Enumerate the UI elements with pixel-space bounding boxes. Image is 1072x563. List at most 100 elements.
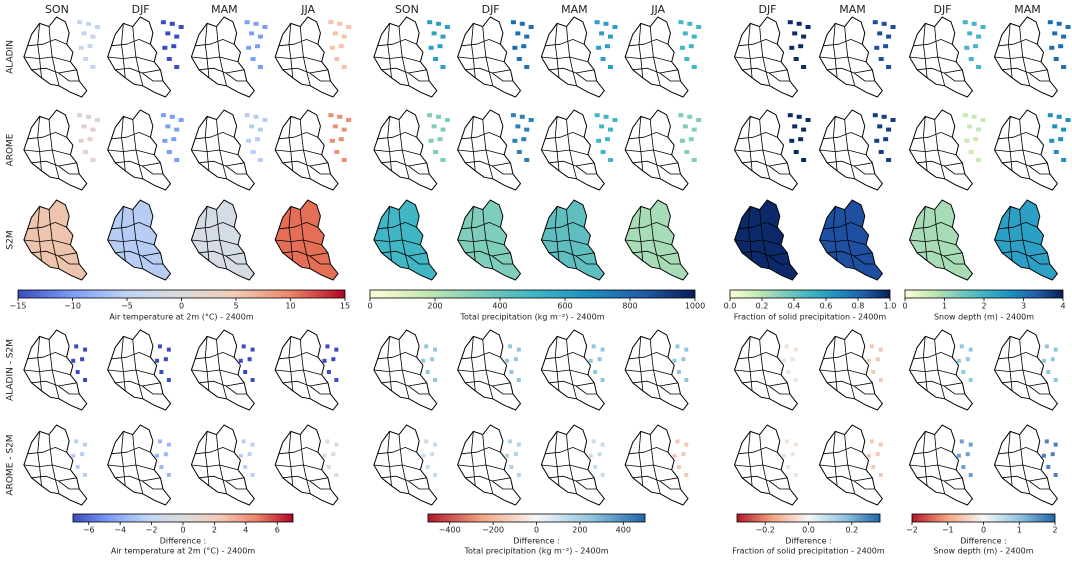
row-label: AROME <box>6 133 16 166</box>
grid-cell <box>801 35 806 39</box>
grid-cell <box>86 115 91 119</box>
tick-label: 1.0 <box>884 302 897 311</box>
map-outline <box>541 110 604 190</box>
grid-cell <box>88 137 93 141</box>
grid-cell <box>245 20 250 24</box>
grid-cell <box>683 124 688 128</box>
grid-cell <box>245 113 250 117</box>
grid-cell <box>524 35 529 39</box>
grid-cell <box>1046 465 1050 469</box>
grid-cell <box>342 128 347 132</box>
grid-cell <box>80 452 84 456</box>
grid-cell <box>1045 344 1049 348</box>
grid-cell <box>797 115 802 119</box>
map-outline <box>735 17 798 97</box>
grid-cell <box>325 344 329 348</box>
grid-cell <box>1061 35 1066 39</box>
map-outline <box>374 17 437 97</box>
grid-cell <box>873 20 878 24</box>
grid-cell <box>806 25 811 29</box>
map <box>108 110 184 190</box>
grid-cell <box>684 443 688 447</box>
grid-cell <box>433 150 438 154</box>
map-outline <box>995 17 1058 97</box>
tick-label: 0.2 <box>756 302 769 311</box>
grid-cell <box>167 473 171 477</box>
grid-cell <box>1049 139 1054 143</box>
grid-cell <box>883 137 888 141</box>
grid-cell <box>334 150 339 154</box>
grid-cell <box>515 124 520 128</box>
column-header: MAM <box>211 3 238 16</box>
grid-cell <box>429 46 434 50</box>
grid-cell <box>798 44 803 48</box>
map <box>24 17 100 97</box>
grid-cell <box>882 115 887 119</box>
grid-cell <box>680 46 685 50</box>
grid-cell <box>95 118 100 122</box>
map-outline <box>191 17 254 97</box>
map <box>374 330 437 410</box>
grid-cell <box>886 35 891 39</box>
grid-cell <box>788 113 793 117</box>
grid-cell <box>164 452 168 456</box>
grid-cell <box>249 31 254 35</box>
grid-cell <box>440 128 445 132</box>
map <box>995 330 1058 410</box>
map <box>458 425 521 505</box>
grid-cell <box>77 113 82 117</box>
tick-label: 15 <box>340 302 350 311</box>
grid-cell <box>1054 443 1058 447</box>
grid-cell <box>520 22 525 26</box>
map <box>275 200 338 280</box>
grid-cell <box>82 31 87 35</box>
grid-cell <box>672 359 676 363</box>
grid-cell <box>258 128 263 132</box>
grid-cell <box>681 452 685 456</box>
grid-cell <box>71 454 75 458</box>
grid-cell <box>969 348 973 352</box>
grid-cell <box>158 344 162 348</box>
grid-cell <box>515 31 520 35</box>
grid-cell <box>1061 158 1066 162</box>
grid-cell <box>689 137 694 141</box>
grid-cell <box>891 25 896 29</box>
grid-cell <box>801 158 806 162</box>
grid-cell <box>608 158 613 162</box>
grid-cell <box>966 357 970 361</box>
grid-cell <box>167 378 171 382</box>
grid-cell <box>334 57 339 61</box>
map <box>625 425 688 505</box>
tick-label: 1 <box>942 302 947 311</box>
tick-label: 6 <box>275 526 280 535</box>
grid-cell <box>90 128 95 132</box>
grid-cell <box>427 20 432 24</box>
grid-cell <box>794 443 798 447</box>
map <box>910 17 986 97</box>
column-header: MAM <box>1014 3 1041 16</box>
grid-cell <box>1049 46 1054 50</box>
map <box>735 330 798 410</box>
grid-cell <box>76 370 80 374</box>
grid-cell <box>973 44 978 48</box>
grid-cell <box>509 370 513 374</box>
grid-cell <box>972 22 977 26</box>
grid-cell <box>328 20 333 24</box>
grid-cell <box>1042 359 1046 363</box>
grid-cell <box>433 378 437 382</box>
grid-cell <box>794 150 799 154</box>
colorbar-title: Difference : <box>513 537 559 546</box>
grid-cell <box>334 348 338 352</box>
tick-label: 400 <box>492 302 507 311</box>
grid-cell <box>524 158 529 162</box>
colorbar <box>428 514 645 522</box>
tick-label: 0 <box>179 302 184 311</box>
grid-cell <box>976 65 981 69</box>
grid-cell <box>254 115 259 119</box>
grid-cell <box>794 57 799 61</box>
colorbar-label: Total precipitation (kg m⁻²) - 2400m <box>459 313 604 322</box>
grid-cell <box>440 158 445 162</box>
tick-label: 0.2 <box>845 526 858 535</box>
tick-label: 0.0 <box>724 302 737 311</box>
grid-cell <box>605 44 610 48</box>
